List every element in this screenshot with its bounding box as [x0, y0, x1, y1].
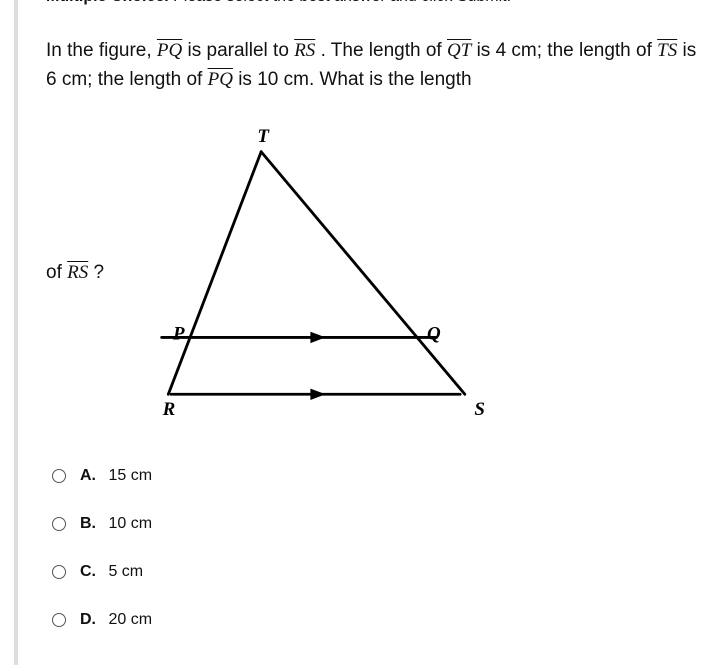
question-part3: . The length of	[321, 40, 447, 61]
svg-text:Q: Q	[427, 323, 441, 344]
answer-text: 10 cm	[108, 515, 152, 532]
question-part4: is 4 cm; the length of	[477, 40, 658, 61]
answer-text: 15 cm	[108, 467, 152, 484]
answer-option-a[interactable]: A. 15 cm	[52, 467, 702, 485]
answer-option-d[interactable]: D. 20 cm	[52, 611, 702, 629]
svg-text:R: R	[162, 399, 176, 420]
segment-ts: TS	[657, 40, 677, 61]
answer-text: 5 cm	[108, 563, 143, 580]
answers-list: A. 15 cm B. 10 cm C. 5 cm D. 20 cm	[46, 467, 702, 629]
answer-option-c[interactable]: C. 5 cm	[52, 563, 702, 581]
header-fragment: Multiple Choice. Please select the best …	[46, 0, 702, 6]
answer-label: A. 15 cm	[80, 467, 152, 485]
answer-letter: B.	[80, 515, 96, 532]
segment-rs: RS	[294, 40, 315, 61]
answer-label: D. 20 cm	[80, 611, 152, 629]
question-text: In the figure, PQ is parallel to RS . Th…	[46, 6, 702, 95]
question-part7: of	[46, 262, 67, 283]
triangle-figure: T P Q R S	[138, 113, 498, 433]
radio-icon	[52, 565, 66, 579]
radio-icon	[52, 517, 66, 531]
answer-text: 20 cm	[108, 611, 152, 628]
segment-rs-2: RS	[67, 262, 88, 283]
header-label: Multiple Choice.	[46, 0, 173, 5]
svg-text:T: T	[257, 126, 270, 147]
question-part1: In the figure,	[46, 40, 157, 61]
header-fragment-inner: Multiple Choice. Please select the best …	[46, 0, 702, 6]
question-part6: is 10 cm. What is the length	[238, 69, 471, 90]
segment-qt: QT	[447, 40, 471, 61]
answer-label: B. 10 cm	[80, 515, 152, 533]
answer-letter: D.	[80, 611, 96, 628]
radio-icon	[52, 469, 66, 483]
question-part2: is parallel to	[188, 40, 295, 61]
radio-icon	[52, 613, 66, 627]
question-continuation: of RS ?	[46, 262, 104, 284]
question-part8: ?	[88, 262, 104, 283]
page-container: Multiple Choice. Please select the best …	[14, 0, 720, 665]
header-instruction: Please select the best answer and click …	[173, 0, 511, 5]
answer-letter: C.	[80, 563, 96, 580]
figure-row: of RS ? TPQRS	[46, 113, 702, 433]
answer-label: C. 5 cm	[80, 563, 143, 581]
svg-text:S: S	[474, 399, 485, 420]
segment-pq: PQ	[157, 40, 182, 61]
svg-text:P: P	[172, 323, 185, 344]
segment-pq-2: PQ	[208, 69, 233, 90]
answer-letter: A.	[80, 467, 96, 484]
answer-option-b[interactable]: B. 10 cm	[52, 515, 702, 533]
